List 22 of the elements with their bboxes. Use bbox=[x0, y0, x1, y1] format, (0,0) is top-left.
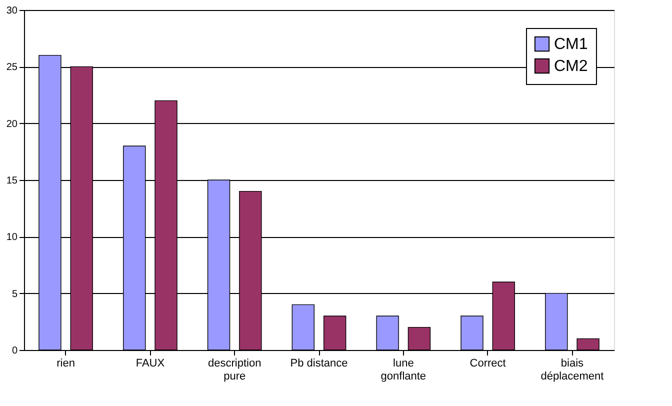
x-tick-label: Correct bbox=[470, 358, 506, 370]
bar bbox=[408, 326, 431, 350]
y-tick-label: 0 bbox=[12, 346, 18, 356]
bar bbox=[292, 304, 315, 350]
x-tick-label: biais déplacement bbox=[540, 358, 604, 382]
y-tick-label: 5 bbox=[12, 288, 18, 300]
bar bbox=[576, 338, 600, 350]
bar bbox=[323, 316, 346, 350]
y-tick-label: 30 bbox=[6, 6, 18, 16]
y-tick-label: 15 bbox=[6, 176, 18, 186]
y-tick-label: 10 bbox=[6, 232, 18, 244]
y-tick-label: 25 bbox=[6, 62, 18, 74]
x-tick-label: lune gonflante bbox=[380, 358, 426, 382]
x-tick-label: rien bbox=[56, 358, 75, 370]
bar bbox=[376, 316, 399, 350]
y-tick-label: 20 bbox=[6, 118, 18, 130]
x-tick-label: Pb distance bbox=[290, 358, 348, 370]
bar bbox=[460, 316, 484, 350]
x-tick-label: FAUX bbox=[136, 358, 166, 370]
legend-label: CM1 bbox=[554, 36, 588, 53]
x-tick-label: description pure bbox=[208, 358, 262, 382]
legend-label: CM2 bbox=[554, 58, 588, 75]
